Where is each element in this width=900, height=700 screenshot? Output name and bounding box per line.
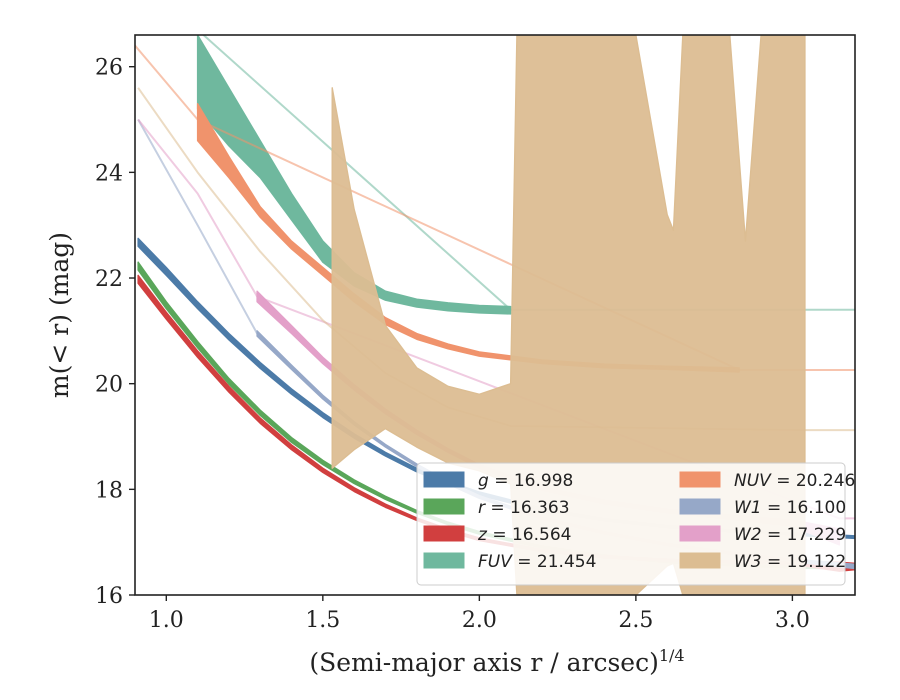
series-r-band [137, 261, 855, 570]
legend-swatch-g [423, 471, 465, 488]
series-z-band [137, 274, 855, 572]
y-tick-label: 22 [95, 267, 123, 292]
x-axis-label-exponent: 1/4 [659, 646, 685, 665]
y-tick-label: 24 [95, 161, 123, 186]
x-tick-label: 1.5 [305, 608, 340, 633]
x-tick-label: 2.5 [618, 608, 653, 633]
legend-swatch-w1 [679, 498, 721, 515]
y-tick-label: 16 [95, 584, 123, 609]
series-w1-extension-line [137, 119, 258, 334]
legend-label-z: z = 16.564 [477, 525, 571, 545]
legend-label-nuv: NUV = 20.246 [734, 471, 855, 491]
legend-swatch-nuv [679, 471, 721, 488]
y-axis-label: m(< r) (mag) [45, 232, 74, 398]
legend-label-fuv: FUV = 21.454 [478, 552, 596, 572]
legend-swatch-w3 [679, 552, 721, 569]
x-axis-label: (Semi-major axis r / arcsec)1/4 [309, 646, 684, 677]
legend-swatch-fuv [423, 552, 465, 569]
plot-frame [134, 34, 856, 596]
x-tick-label: 2.0 [462, 608, 497, 633]
y-axis-ticks: 16 18 20 22 24 26 [95, 56, 135, 609]
x-axis-label-main: (Semi-major axis r / arcsec) [309, 648, 658, 677]
legend-swatch-r [423, 498, 465, 515]
y-tick-label: 20 [95, 373, 123, 398]
legend-label-r: r = 16.363 [478, 498, 570, 518]
x-tick-label: 3.0 [775, 608, 810, 633]
legend-label-w2: W2 = 17.229 [734, 525, 846, 545]
x-axis-ticks: 1.0 1.5 2.0 2.5 3.0 [149, 595, 810, 633]
series-g-band [137, 237, 855, 540]
legend-label-w3: W3 = 19.122 [734, 552, 846, 572]
legend-swatch-w2 [679, 525, 721, 542]
x-tick-label: 1.0 [149, 608, 184, 633]
legend-label-w1: W1 = 16.100 [734, 498, 846, 518]
series-fuv-band [196, 35, 512, 315]
legend: g = 16.998 r = 16.363 z = 16.564 FUV = 21.4… [416, 462, 855, 586]
legend-label-g: g = 16.998 [478, 471, 573, 491]
legend-frame [416, 462, 846, 586]
legend-swatch-z [423, 525, 465, 542]
y-tick-label: 18 [95, 478, 123, 503]
y-tick-label: 26 [95, 56, 123, 81]
